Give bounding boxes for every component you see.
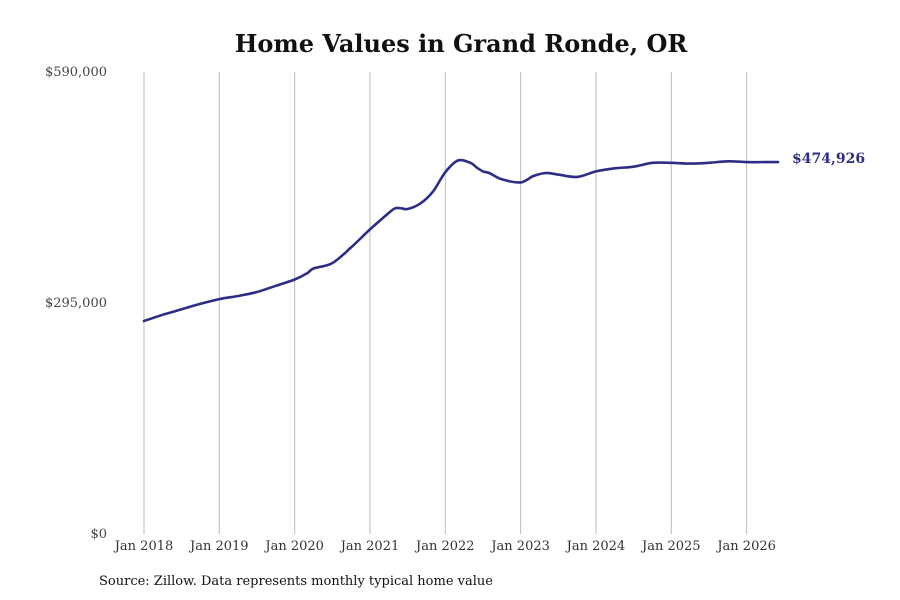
y-axis-ticks: $0 $295,000 $590,000 <box>45 65 107 542</box>
x-tick-label: Jan 2022 <box>414 539 475 554</box>
x-tick-label: Jan 2025 <box>640 539 701 554</box>
x-tick-label: Jan 2018 <box>113 539 174 554</box>
x-tick-label: Jan 2024 <box>565 539 626 554</box>
x-tick-label: Jan 2026 <box>715 539 776 554</box>
home-value-line <box>142 158 780 323</box>
latest-value-label: $474,926 <box>792 151 865 167</box>
y-tick-label: $295,000 <box>45 296 107 311</box>
gridlines <box>143 72 748 534</box>
x-tick-label: Jan 2019 <box>188 539 249 554</box>
chart-title: Home Values in Grand Ronde, OR <box>235 29 689 58</box>
x-axis-ticks: Jan 2018 Jan 2019 Jan 2020 Jan 2021 Jan 2022… <box>113 539 776 554</box>
x-tick-label: Jan 2020 <box>263 539 324 554</box>
x-tick-label: Jan 2023 <box>489 539 550 554</box>
x-tick-label: Jan 2021 <box>339 539 400 554</box>
source-note: Source: Zillow. Data represents monthly … <box>99 574 493 589</box>
y-tick-label: $590,000 <box>45 65 107 80</box>
y-tick-label: $0 <box>90 527 107 542</box>
